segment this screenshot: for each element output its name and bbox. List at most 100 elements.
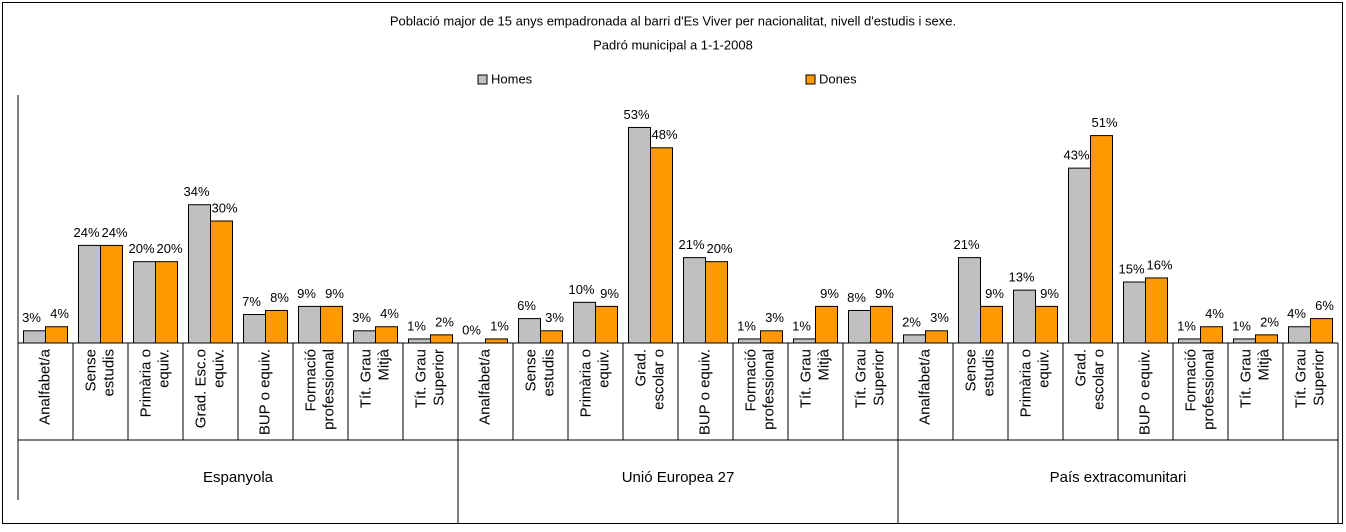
- bar: [903, 334, 926, 344]
- value-label: 6%: [1315, 298, 1334, 313]
- x-tick-label: BUP o equiv.: [696, 349, 713, 435]
- value-label: 16%: [1146, 257, 1172, 272]
- x-tick-label: BUP o equiv.: [1136, 349, 1153, 435]
- x-tick-label: Primària oequiv.: [1017, 349, 1052, 417]
- x-tick-label: Tít. GrauMitjà: [797, 348, 832, 408]
- bar: [925, 330, 948, 344]
- x-tick-label: Senseestudis: [82, 349, 117, 397]
- bar: [485, 338, 508, 344]
- bar: [430, 334, 453, 344]
- bar: [1013, 289, 1036, 344]
- value-label: 0%: [462, 322, 481, 337]
- value-label: 8%: [847, 290, 866, 305]
- value-label: 13%: [1008, 270, 1034, 285]
- value-label: 3%: [930, 310, 949, 325]
- value-label: 51%: [1091, 115, 1117, 130]
- bar: [1310, 318, 1333, 344]
- value-label: 4%: [1287, 306, 1306, 321]
- value-label: 4%: [1205, 306, 1224, 321]
- value-label: 2%: [1260, 314, 1279, 329]
- value-label: 21%: [953, 237, 979, 252]
- value-label: 1%: [1177, 318, 1196, 333]
- bar: [23, 330, 46, 344]
- x-tick-label: Analfabet/a: [916, 348, 933, 425]
- bar: [1035, 305, 1058, 344]
- bar: [980, 305, 1003, 344]
- value-label: 20%: [128, 241, 154, 256]
- x-tick-label: BUP o equiv.: [256, 349, 273, 435]
- bar: [958, 257, 981, 344]
- value-label: 3%: [545, 310, 564, 325]
- value-label: 1%: [407, 318, 426, 333]
- bar: [408, 338, 431, 344]
- bar: [1178, 338, 1201, 344]
- bar: [320, 305, 343, 344]
- legend-label: Dones: [819, 71, 857, 86]
- group-label: Unió Europea 27: [622, 469, 735, 486]
- bar: [540, 330, 563, 344]
- value-label: 2%: [902, 314, 921, 329]
- bar: [705, 261, 728, 344]
- bar: [628, 126, 651, 344]
- bar: [1090, 135, 1113, 344]
- value-label: 8%: [270, 290, 289, 305]
- value-label: 3%: [22, 310, 41, 325]
- bar: [595, 305, 618, 344]
- value-label: 6%: [517, 298, 536, 313]
- bar: [100, 244, 123, 344]
- value-label: 20%: [156, 241, 182, 256]
- value-label: 53%: [623, 107, 649, 122]
- x-tick-label: Tít. GrauSuperior: [852, 349, 887, 408]
- bar: [133, 261, 156, 344]
- x-tick-label: Grad.escolar o: [1072, 349, 1107, 410]
- x-tick-label: Grad. Esc.oequiv.: [192, 349, 227, 428]
- bar: [793, 338, 816, 344]
- legend-label: Homes: [491, 71, 533, 86]
- value-label: 24%: [73, 225, 99, 240]
- x-tick-label: Primària oequiv.: [577, 349, 612, 417]
- value-label: 34%: [183, 184, 209, 199]
- value-label: 30%: [211, 200, 237, 215]
- bar: [738, 338, 761, 344]
- value-label: 9%: [875, 286, 894, 301]
- bar: [265, 309, 288, 344]
- bar: [298, 305, 321, 344]
- value-label: 20%: [706, 241, 732, 256]
- x-tick-label: Tít. GrauMitjà: [357, 348, 392, 408]
- bar: [78, 244, 101, 344]
- value-label: 3%: [352, 310, 371, 325]
- bar: [650, 147, 673, 344]
- value-label: 15%: [1118, 261, 1144, 276]
- legend-swatch: [477, 74, 488, 85]
- bar: [848, 309, 871, 344]
- value-label: 21%: [678, 237, 704, 252]
- value-label: 9%: [1040, 286, 1059, 301]
- x-tick-label: Formacióprofessional: [1182, 349, 1217, 430]
- x-tick-label: Primària oequiv.: [137, 349, 172, 417]
- bar: [760, 330, 783, 344]
- value-label: 1%: [737, 318, 756, 333]
- value-label: 2%: [435, 314, 454, 329]
- value-label: 3%: [765, 310, 784, 325]
- value-label: 9%: [297, 286, 316, 301]
- value-label: 1%: [490, 318, 509, 333]
- bar: [1233, 338, 1256, 344]
- x-tick-label: Grad.escolar o: [632, 349, 667, 410]
- bar: [815, 305, 838, 344]
- value-label: 4%: [50, 306, 69, 321]
- bar: [375, 326, 398, 344]
- bar: [45, 326, 68, 344]
- bar: [1145, 277, 1168, 344]
- bar: [188, 204, 211, 344]
- value-label: 9%: [820, 286, 839, 301]
- x-tick-label: Analfabet/a: [476, 348, 493, 425]
- group-label: Espanyola: [203, 469, 274, 486]
- x-tick-label: Formacióprofessional: [742, 349, 777, 430]
- bar: [353, 330, 376, 344]
- value-label: 7%: [242, 294, 261, 309]
- bar: [1288, 326, 1311, 344]
- x-tick-label: Analfabet/a: [36, 348, 53, 425]
- bar: [1068, 167, 1091, 344]
- bar: [1200, 326, 1223, 344]
